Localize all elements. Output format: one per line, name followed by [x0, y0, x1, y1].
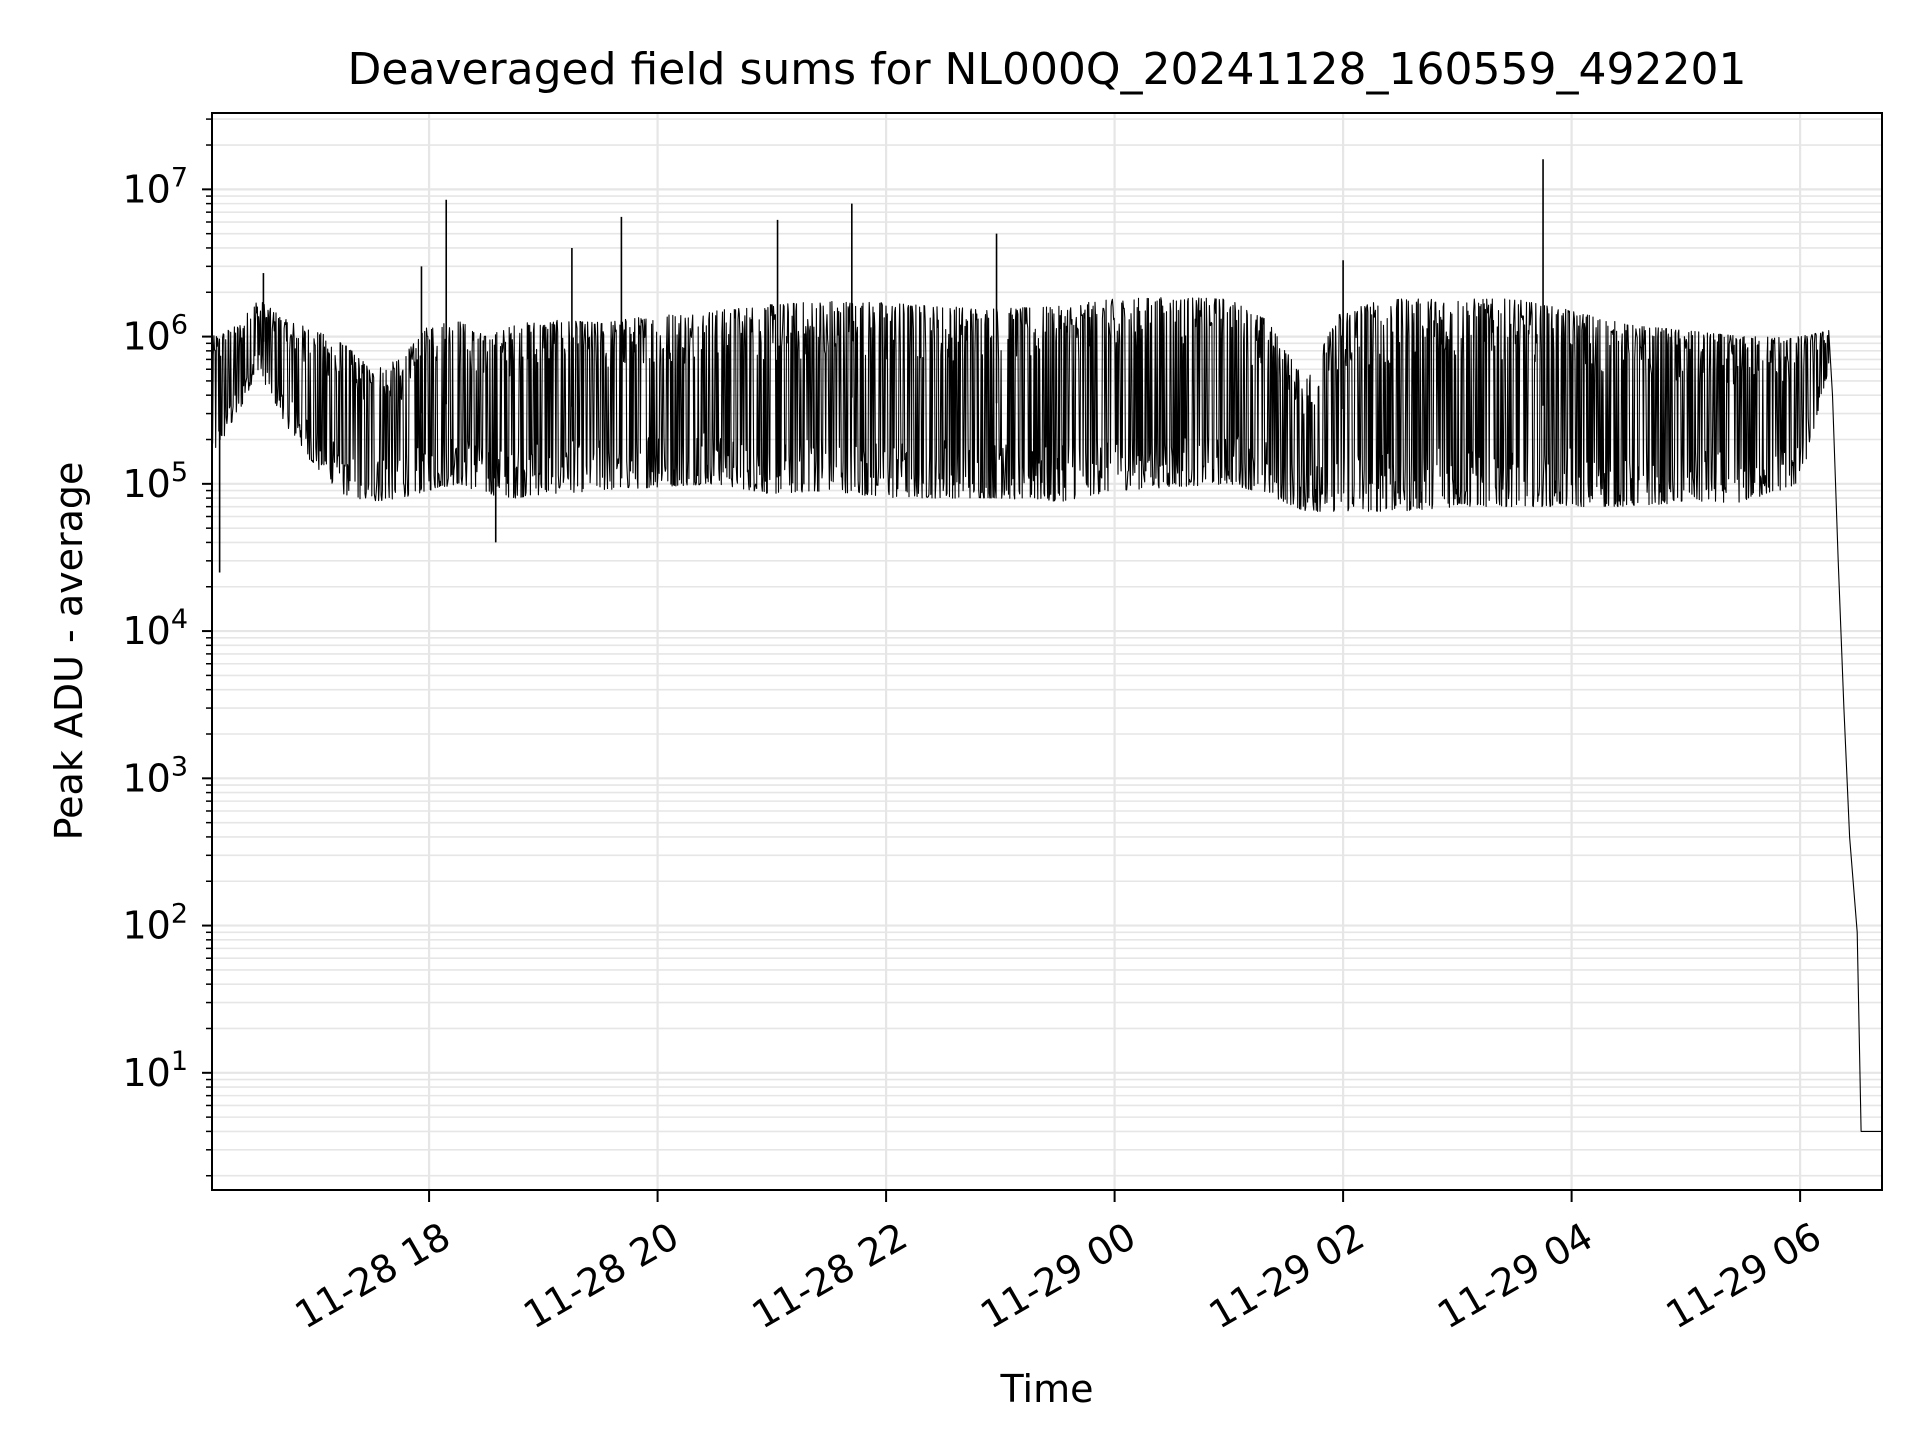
y-tick-label: 105 [122, 457, 188, 506]
x-tick-label: 11-28 18 [288, 1214, 458, 1338]
y-axis-label: Peak ADU - average [47, 462, 91, 841]
chart-title: Deaveraged field sums for NL000Q_2024112… [348, 44, 1747, 95]
y-tick-label: 106 [122, 310, 188, 359]
series-line-group [211, 159, 1882, 1132]
x-tick-label: 11-29 02 [1202, 1214, 1372, 1338]
grid [212, 113, 1882, 1190]
y-tick-label: 107 [122, 162, 188, 211]
x-tick-label: 11-29 00 [973, 1214, 1143, 1338]
y-tick-label: 102 [122, 899, 188, 948]
x-tick-label: 11-29 06 [1659, 1214, 1829, 1338]
x-tick-label: 11-28 22 [745, 1214, 915, 1338]
axes-frame [211, 112, 1883, 1191]
x-axis-label: Time [1000, 1367, 1094, 1411]
y-tick-label: 103 [122, 751, 188, 800]
x-tick-label: 11-28 20 [516, 1214, 686, 1338]
x-tick-label: 11-29 04 [1430, 1214, 1600, 1338]
y-tick-label: 104 [122, 604, 188, 653]
y-tick-label: 101 [122, 1046, 188, 1095]
series-line [211, 297, 1882, 1132]
